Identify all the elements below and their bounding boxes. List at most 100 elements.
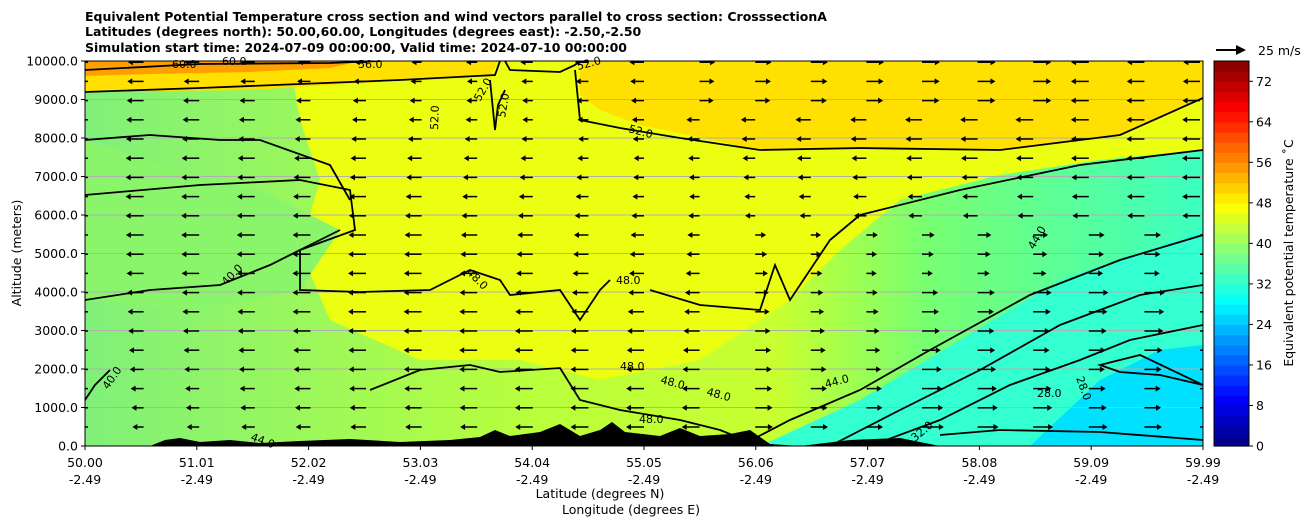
wind-vector-head bbox=[184, 366, 190, 373]
wind-vector-head bbox=[237, 193, 243, 200]
wind-vector-head bbox=[515, 328, 521, 334]
wind-vector-head bbox=[992, 404, 998, 411]
wind-vector-head bbox=[1159, 308, 1165, 315]
wind-vector-head bbox=[238, 347, 244, 354]
wind-vector-head bbox=[574, 61, 580, 66]
wind-vector-head bbox=[688, 155, 694, 162]
colorbar-band bbox=[1214, 101, 1249, 113]
wind-vector-head bbox=[960, 116, 966, 123]
wind-vector-head bbox=[183, 347, 189, 354]
wind-vector-head bbox=[767, 404, 773, 411]
wind-vector-head bbox=[1100, 347, 1106, 354]
wind-vector-head bbox=[626, 424, 632, 430]
wind-vector-head bbox=[125, 232, 131, 238]
wind-vector-head bbox=[403, 366, 409, 373]
wind-vector-head bbox=[181, 174, 187, 181]
wind-vector-head bbox=[522, 116, 528, 123]
wind-vector-head bbox=[71, 232, 76, 238]
wind-vector-head bbox=[687, 232, 693, 238]
wind-vector-head bbox=[851, 155, 857, 162]
colorbar-tick-label: 48 bbox=[1256, 195, 1272, 210]
wind-vector-head bbox=[876, 385, 882, 392]
colorbar-band bbox=[1214, 344, 1249, 356]
wind-vector-head bbox=[237, 174, 243, 181]
wind-vector-head bbox=[404, 404, 410, 411]
wind-vector-head bbox=[238, 366, 244, 373]
y-tick-label: 7000.0 bbox=[34, 169, 78, 184]
wind-vector-head bbox=[406, 174, 412, 181]
wind-vector-head bbox=[514, 366, 520, 373]
y-tick-label: 9000.0 bbox=[34, 92, 78, 107]
wind-vector-head bbox=[239, 97, 245, 104]
wind-vector-head bbox=[631, 116, 637, 123]
colorbar-band bbox=[1214, 324, 1249, 336]
wind-vector-head bbox=[240, 404, 246, 411]
wind-vector-head bbox=[627, 308, 633, 315]
wind-vector-head bbox=[572, 270, 578, 277]
contour-28-loop bbox=[1096, 354, 1203, 386]
y-tick-label: 10000.0 bbox=[26, 54, 78, 69]
wind-vector-head bbox=[906, 174, 912, 181]
wind-vector-head bbox=[875, 347, 881, 354]
x-tick-label-longitude: -2.49 bbox=[740, 472, 772, 487]
wind-vector-head bbox=[459, 328, 465, 334]
wind-vector-head bbox=[710, 61, 716, 66]
wind-vector-head bbox=[239, 385, 245, 392]
wind-vector-head bbox=[577, 116, 583, 123]
wind-vector-head bbox=[1126, 155, 1132, 162]
wind-vector-head bbox=[871, 251, 877, 258]
wind-vector-head bbox=[1016, 174, 1022, 181]
wind-vector-head bbox=[407, 136, 413, 142]
wind-vector-head bbox=[350, 424, 356, 430]
x-tick-label-longitude: -2.49 bbox=[851, 472, 883, 487]
wind-vector-head bbox=[822, 385, 828, 392]
colorbar-label: Equivalent potential temperature ˚C bbox=[1281, 139, 1296, 367]
wind-vector-head bbox=[874, 328, 880, 334]
colorbar-band bbox=[1214, 202, 1249, 214]
colorbar-band bbox=[1214, 91, 1249, 103]
wind-vector-head bbox=[576, 174, 582, 181]
wind-vector-head bbox=[741, 136, 747, 142]
wind-vector-head bbox=[797, 155, 803, 162]
colorbar-band bbox=[1214, 354, 1249, 366]
colorbar-band bbox=[1214, 304, 1249, 315]
colorbar-tick-label: 24 bbox=[1256, 317, 1272, 332]
contour-40-lower bbox=[85, 369, 111, 401]
wind-vector-head bbox=[938, 424, 944, 430]
colorbar-band bbox=[1214, 375, 1249, 386]
wind-vector-head bbox=[1160, 289, 1166, 296]
wind-vector-head bbox=[240, 78, 246, 85]
wind-vector-head bbox=[293, 366, 299, 373]
colorbar-frame bbox=[1213, 60, 1250, 447]
wind-vector-head bbox=[295, 116, 301, 123]
contour-28 bbox=[939, 429, 1203, 441]
contour-label-44-b: 44.0 bbox=[823, 372, 850, 391]
wind-vector-head bbox=[1016, 155, 1022, 162]
wind-vector-head bbox=[293, 193, 299, 200]
wind-vector-head bbox=[352, 116, 358, 123]
wind-vector-head bbox=[927, 270, 933, 277]
colorbar: 0 8 16 24 32 40 48 56 64 72 bbox=[1213, 60, 1272, 454]
wind-vector-head bbox=[76, 386, 81, 392]
wind-vector-head bbox=[459, 347, 465, 354]
wind-vector-head bbox=[182, 328, 188, 334]
wind-vector-head bbox=[823, 424, 829, 430]
wind-vector-head bbox=[405, 193, 411, 200]
wind-vector-head bbox=[1154, 270, 1160, 277]
wind-vector-head bbox=[70, 117, 75, 123]
wind-vector-head bbox=[631, 97, 637, 104]
wind-vector-head bbox=[463, 174, 469, 181]
wind-vector-head bbox=[520, 155, 526, 162]
wind-vector-head bbox=[1046, 61, 1052, 66]
wind-vector-head bbox=[1046, 385, 1052, 392]
wind-vector-head bbox=[126, 116, 132, 123]
wind-vector-head bbox=[850, 136, 856, 142]
wind-vector-head bbox=[292, 328, 298, 334]
colorbar-band bbox=[1214, 162, 1249, 174]
wind-vector-head bbox=[459, 404, 465, 411]
y-tick-label: 6000.0 bbox=[34, 208, 78, 223]
wind-vector-head bbox=[1102, 424, 1108, 430]
wind-vector-head bbox=[960, 136, 966, 142]
colorbar-band bbox=[1214, 152, 1249, 163]
colorbar-tick-label: 40 bbox=[1256, 236, 1272, 251]
